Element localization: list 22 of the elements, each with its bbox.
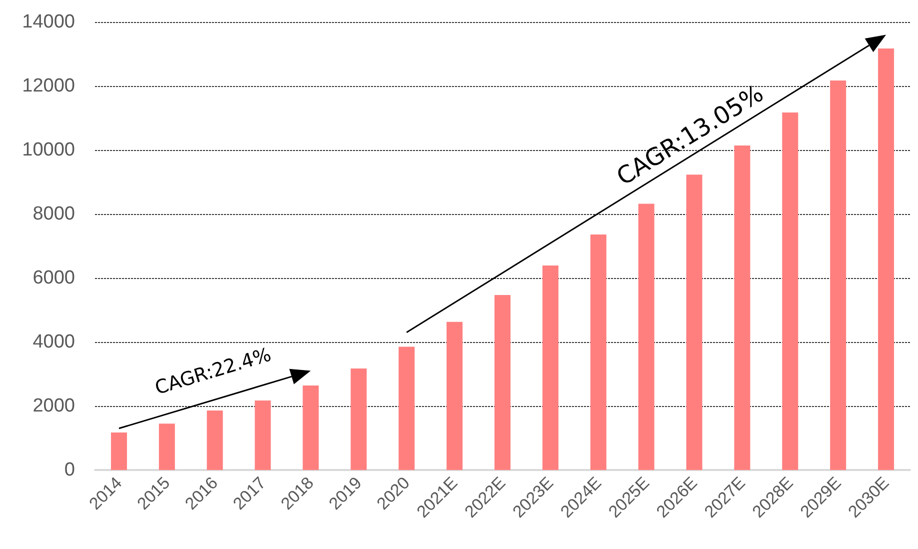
y-tick-label: 8000	[32, 204, 75, 224]
y-tick-label: 10000	[22, 140, 75, 160]
y-tick-label: 6000	[32, 268, 75, 288]
y-tick-label: 0	[64, 460, 75, 480]
bar	[542, 266, 558, 470]
bar	[590, 234, 606, 470]
y-tick-label: 14000	[22, 12, 75, 32]
bar	[158, 424, 175, 470]
bar	[350, 368, 367, 470]
bar	[110, 432, 127, 470]
bar	[398, 346, 415, 470]
bar	[878, 48, 894, 470]
y-tick-label: 2000	[32, 396, 75, 416]
bar	[782, 112, 798, 470]
y-tick-label: 12000	[22, 76, 75, 96]
bar	[206, 410, 223, 470]
bar	[638, 204, 654, 470]
bar	[254, 400, 271, 470]
y-tick-label: 4000	[32, 332, 75, 352]
bar	[494, 294, 510, 470]
bar	[830, 80, 846, 470]
bar	[446, 322, 463, 470]
